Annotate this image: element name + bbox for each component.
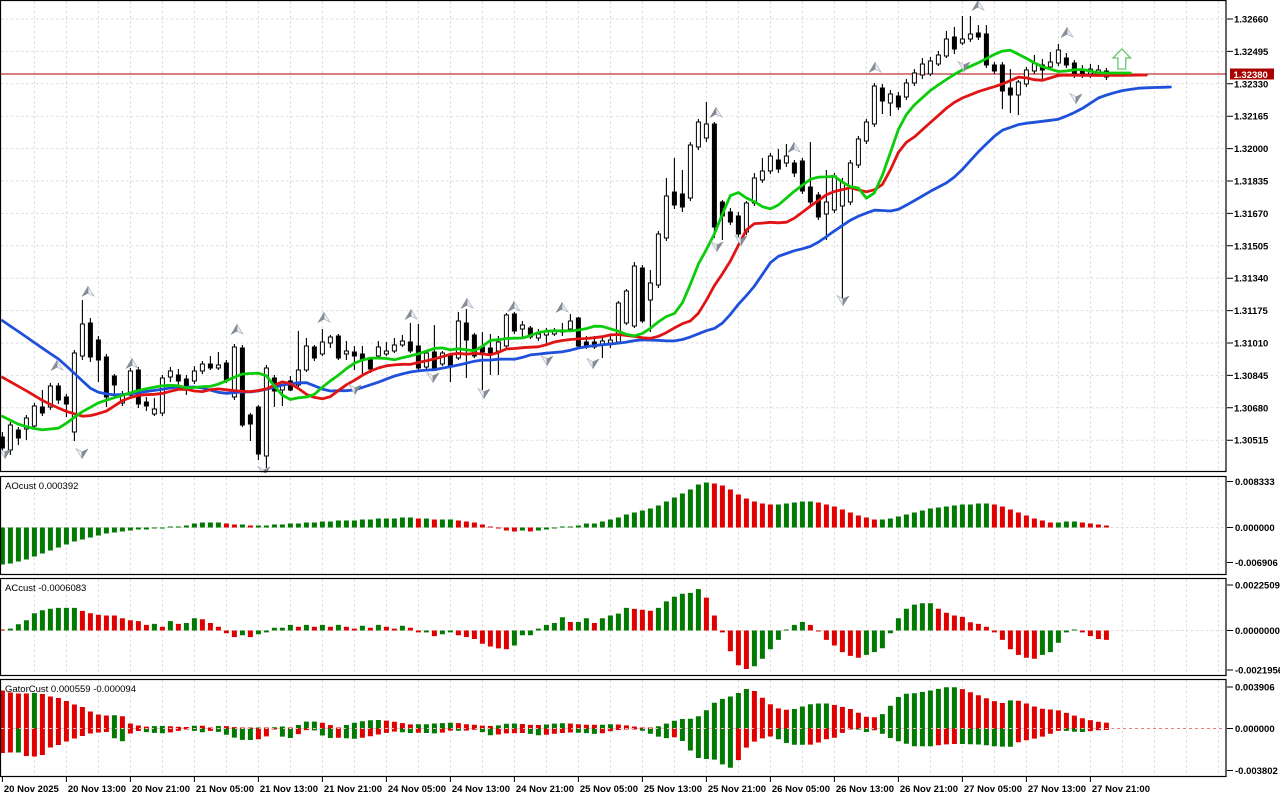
svg-text:0.0022509: 0.0022509 [1235, 581, 1280, 592]
svg-text:27 Nov 21:00: 27 Nov 21:00 [1092, 784, 1150, 795]
svg-text:27 Nov 13:00: 27 Nov 13:00 [1028, 784, 1086, 795]
svg-text:21 Nov 13:00: 21 Nov 13:00 [260, 784, 318, 795]
svg-text:25 Nov 05:00: 25 Nov 05:00 [580, 784, 638, 795]
svg-text:-0.0021956: -0.0021956 [1235, 666, 1280, 677]
svg-text:1.31670: 1.31670 [1234, 209, 1268, 220]
svg-text:1.32165: 1.32165 [1234, 112, 1269, 123]
svg-text:20 Nov 2025: 20 Nov 2025 [4, 784, 60, 795]
svg-text:24 Nov 05:00: 24 Nov 05:00 [388, 784, 446, 795]
svg-text:-0.003802: -0.003802 [1235, 766, 1278, 777]
svg-text:0.008333: 0.008333 [1235, 477, 1275, 488]
svg-text:26 Nov 05:00: 26 Nov 05:00 [772, 784, 830, 795]
svg-text:1.31340: 1.31340 [1234, 274, 1268, 285]
svg-text:1.31010: 1.31010 [1234, 339, 1268, 350]
svg-text:1.30515: 1.30515 [1234, 436, 1269, 447]
svg-text:0.003906: 0.003906 [1235, 683, 1275, 694]
svg-text:1.32660: 1.32660 [1234, 15, 1268, 26]
svg-text:1.30845: 1.30845 [1234, 371, 1269, 382]
svg-text:1.32380: 1.32380 [1234, 70, 1268, 81]
svg-text:20 Nov 21:00: 20 Nov 21:00 [132, 784, 190, 795]
svg-text:1.31175: 1.31175 [1234, 306, 1269, 317]
svg-text:26 Nov 21:00: 26 Nov 21:00 [900, 784, 958, 795]
svg-text:1.31835: 1.31835 [1234, 177, 1269, 188]
svg-text:24 Nov 13:00: 24 Nov 13:00 [452, 784, 510, 795]
svg-text:AOcust 0.000392: AOcust 0.000392 [5, 481, 78, 492]
svg-text:27 Nov 05:00: 27 Nov 05:00 [964, 784, 1022, 795]
svg-text:GatorCust 0.000559 -0.000094: GatorCust 0.000559 -0.000094 [5, 684, 136, 695]
svg-text:21 Nov 05:00: 21 Nov 05:00 [196, 784, 254, 795]
svg-text:25 Nov 21:00: 25 Nov 21:00 [708, 784, 766, 795]
svg-text:0.0000000: 0.0000000 [1235, 626, 1280, 637]
svg-text:1.31505: 1.31505 [1234, 241, 1269, 252]
svg-text:25 Nov 13:00: 25 Nov 13:00 [644, 784, 702, 795]
svg-text:20 Nov 13:00: 20 Nov 13:00 [68, 784, 126, 795]
svg-text:ACcust -0.0006083: ACcust -0.0006083 [5, 583, 86, 594]
svg-text:1.32495: 1.32495 [1234, 47, 1269, 58]
svg-text:26 Nov 13:00: 26 Nov 13:00 [836, 784, 894, 795]
svg-text:1.30680: 1.30680 [1234, 403, 1268, 414]
svg-text:1.32000: 1.32000 [1234, 144, 1268, 155]
svg-text:21 Nov 21:00: 21 Nov 21:00 [324, 784, 382, 795]
svg-text:0.000000: 0.000000 [1235, 724, 1275, 735]
svg-text:0.000000: 0.000000 [1235, 523, 1275, 534]
svg-text:-0.006906: -0.006906 [1235, 558, 1278, 569]
svg-text:24 Nov 21:00: 24 Nov 21:00 [516, 784, 574, 795]
svg-text:1.32330: 1.32330 [1234, 79, 1268, 90]
